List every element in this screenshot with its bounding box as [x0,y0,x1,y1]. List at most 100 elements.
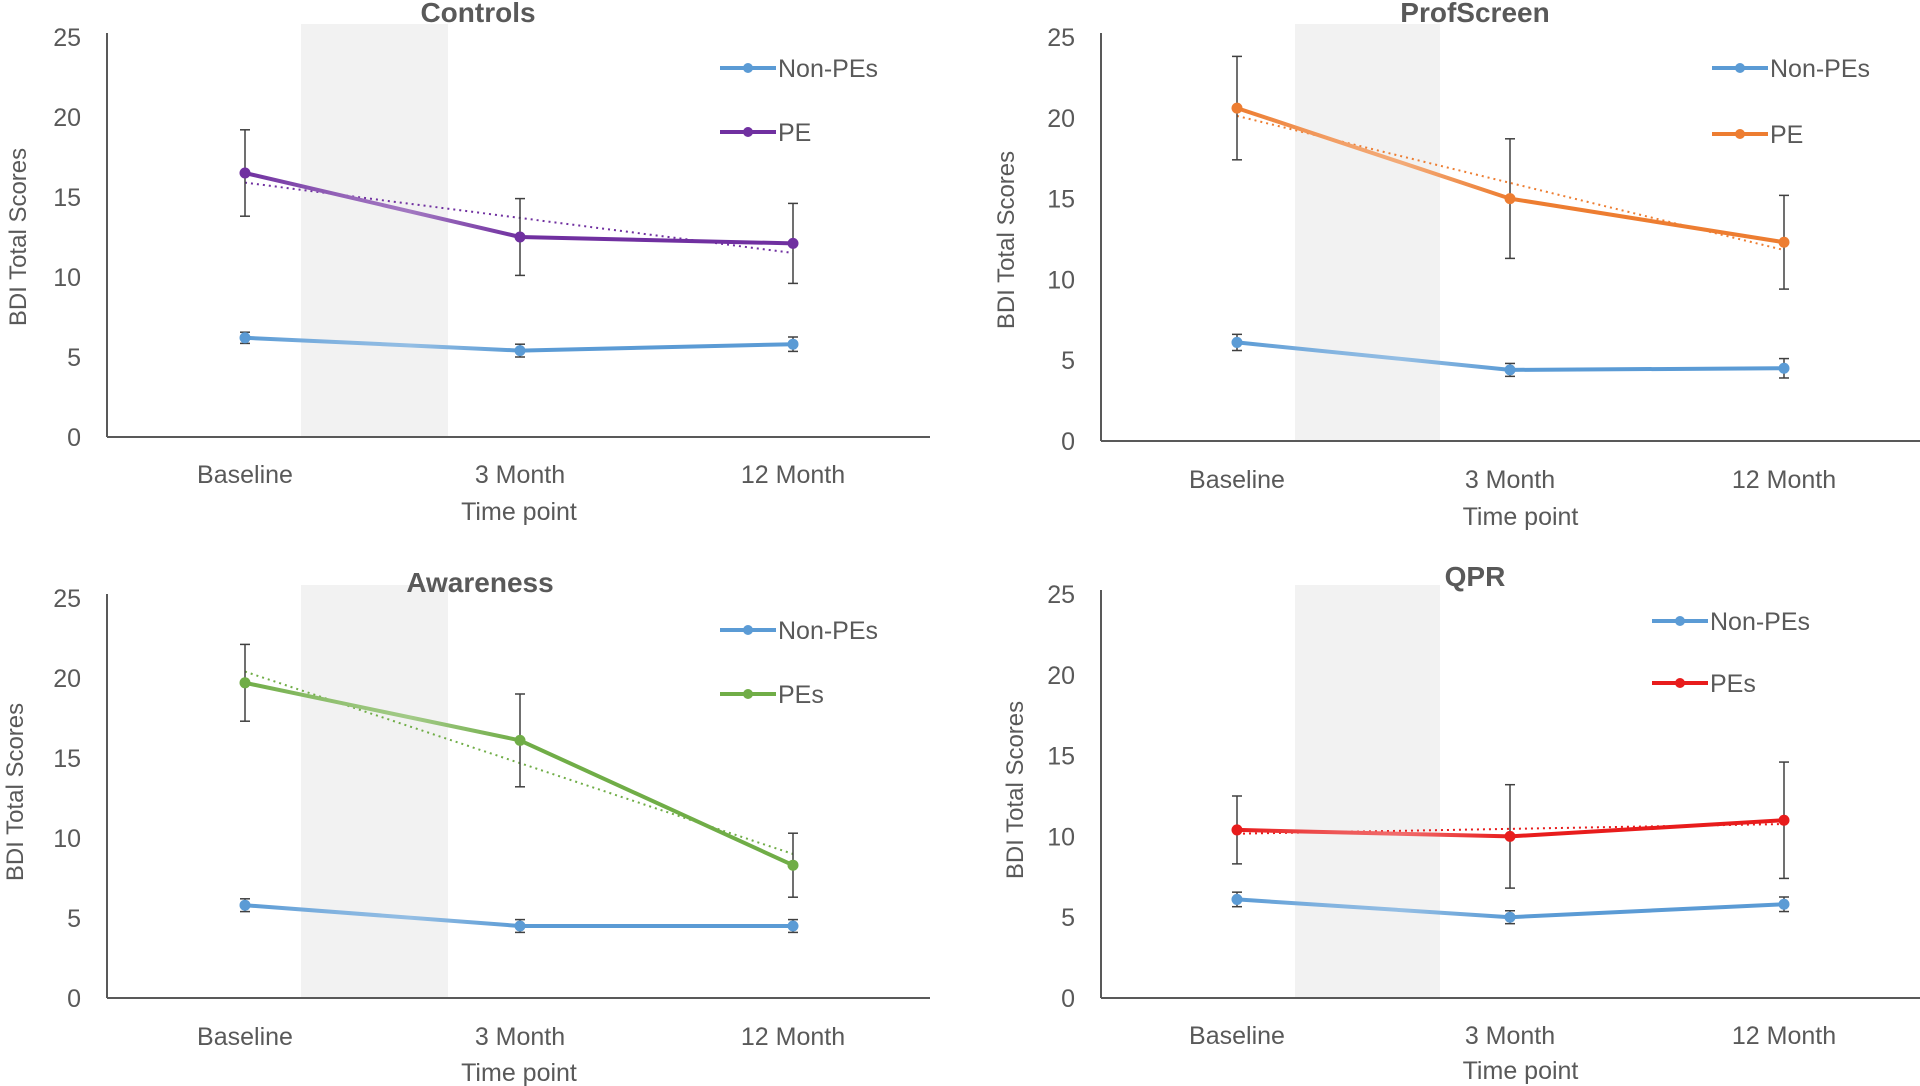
data-point [514,345,526,357]
series-pe: PE [239,119,811,285]
data-point [1231,893,1243,905]
y-tick-label: 0 [67,985,81,1013]
series-line-segment [519,235,794,246]
y-tick-label: 0 [1061,985,1075,1013]
y-tick-label: 25 [1047,581,1075,609]
y-tick-label: 10 [53,264,81,292]
y-tick-label: 15 [1047,186,1075,214]
x-tick-label: 12 Month [741,1023,845,1051]
y-axis-title: BDI Total Scores [993,151,1020,329]
y-tick-label: 5 [67,344,81,372]
series-line-segment [244,903,521,928]
data-point [514,920,526,932]
data-point [787,859,799,871]
x-tick-label: 12 Month [741,461,845,489]
x-tick-label: 3 Month [475,1023,565,1051]
y-tick-label: 10 [1047,823,1075,851]
data-point [1778,814,1790,826]
x-axis-title: Time point [461,1059,577,1086]
data-point [239,677,251,689]
chart-panel-controls: 0 5 10 15 20 25 Baseline 3 Month 12 Month Time po… [5,0,930,526]
data-point [787,920,799,932]
legend-label: PE [778,119,811,147]
legend-swatch-marker [743,63,753,73]
series-non-pes: Non-PEs [239,55,878,358]
x-tick-label: Baseline [197,461,293,489]
legend-label: Non-PEs [1770,55,1870,83]
shaded-interval [1295,585,1440,998]
shaded-interval [301,24,448,437]
x-tick-label: 12 Month [1732,466,1836,494]
y-tick-label: 25 [1047,24,1075,52]
y-tick-label: 15 [53,745,81,773]
series-non-pes: Non-PEs [1231,608,1810,925]
data-point [1504,830,1516,842]
x-tick-label: 3 Month [1465,466,1555,494]
legend-label: Non-PEs [778,55,878,83]
x-axis-title: Time point [1463,503,1579,531]
data-point [514,231,526,243]
data-point [239,332,251,344]
legend-swatch-marker [1675,616,1685,626]
legend-swatch-marker [1735,129,1745,139]
data-point [787,237,799,249]
data-point [1778,362,1790,374]
data-point [514,734,526,746]
x-tick-label: 3 Month [475,461,565,489]
x-tick-label: Baseline [197,1023,293,1051]
chart-panel-qpr: 0 5 10 15 20 25 Baseline 3 Month 12 Month Time po… [1002,561,1920,1085]
data-point [239,167,251,179]
y-tick-label: 20 [53,104,81,132]
y-tick-label: 5 [1061,347,1075,375]
y-tick-label: 20 [1047,662,1075,690]
y-tick-label: 0 [1061,428,1075,456]
series-line-segment [1509,818,1785,839]
series-line-segment [1236,827,1511,839]
legend-swatch-marker [743,127,753,137]
series-line-segment [1236,106,1511,201]
chart-title: Controls [420,0,535,28]
legend-label: PE [1770,121,1803,149]
series-pes: PEs [239,643,824,898]
legend-swatch-marker [1735,63,1745,73]
y-tick-label: 10 [53,825,81,853]
series-non-pes: Non-PEs [239,617,878,934]
series-line-segment [244,335,521,353]
legend-label: PEs [778,681,824,709]
x-axis-title: Time point [1463,1057,1579,1085]
chart-panel-profscreen: 0 5 10 15 20 25 Baseline 3 Month 12 Month Time po… [993,0,1920,531]
y-tick-label: 20 [1047,105,1075,133]
data-point [1778,236,1790,248]
legend-label: PEs [1710,670,1756,698]
x-axis-title: Time point [461,498,577,526]
y-tick-label: 20 [53,665,81,693]
y-tick-label: 5 [67,905,81,933]
y-axis-title: BDI Total Scores [2,703,29,881]
data-point [1231,336,1243,348]
y-tick-label: 15 [1047,743,1075,771]
y-tick-label: 15 [53,184,81,212]
chart-title: Awareness [406,567,553,598]
x-tick-label: Baseline [1189,466,1285,494]
series-line-segment [244,680,521,743]
series-line-segment [1236,340,1511,372]
shaded-interval [301,585,448,998]
data-point [239,899,251,911]
y-tick-label: 25 [53,585,81,613]
series-non-pes: Non-PEs [1231,55,1870,379]
y-tick-label: 5 [1061,904,1075,932]
y-axis-title: BDI Total Scores [5,148,32,326]
series-line-segment [519,342,794,353]
chart-title: QPR [1445,561,1506,592]
x-tick-label: 12 Month [1732,1022,1836,1050]
series-pes: PEs [1231,670,1790,889]
series-line-segment [1509,196,1785,245]
y-axis-title: BDI Total Scores [1002,701,1029,879]
y-tick-label: 0 [67,424,81,452]
legend-label: Non-PEs [1710,608,1810,636]
series-pe: PE [1231,55,1803,290]
legend-swatch-marker [743,689,753,699]
legend-swatch-marker [1675,678,1685,688]
x-tick-label: Baseline [1189,1022,1285,1050]
